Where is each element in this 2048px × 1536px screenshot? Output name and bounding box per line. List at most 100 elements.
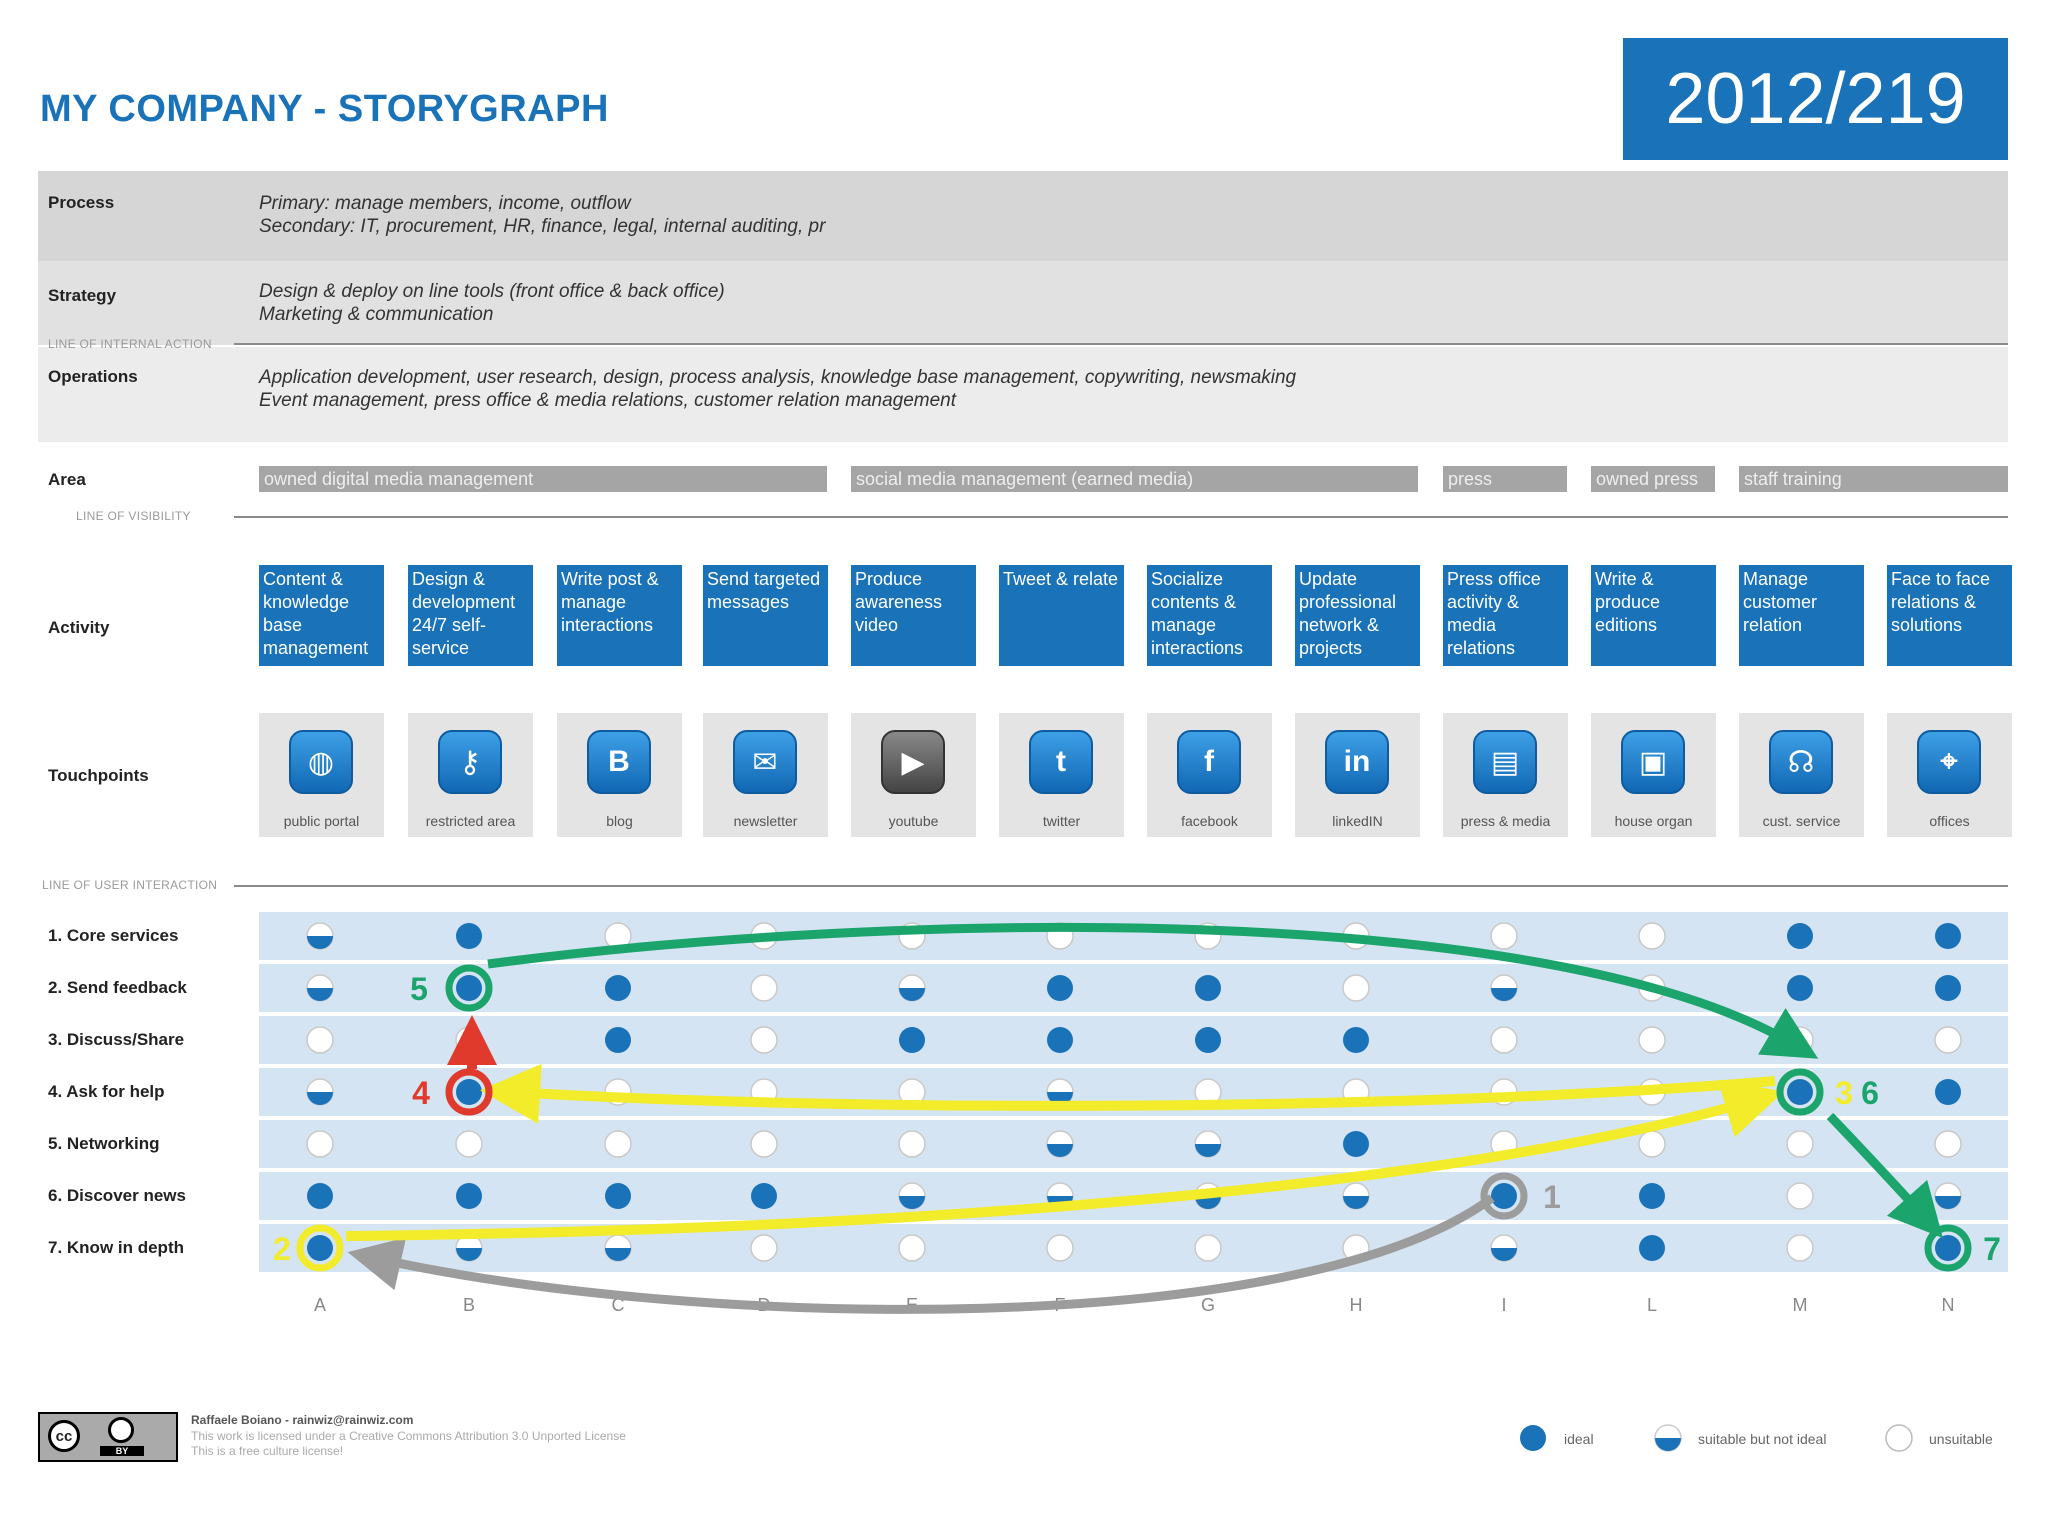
matrix-row-stripe bbox=[259, 912, 2008, 960]
touchpoint-label: twitter bbox=[1042, 813, 1081, 829]
page-title: MY COMPANY - STORYGRAPH bbox=[40, 88, 609, 130]
line-of-user-interaction bbox=[234, 885, 2008, 887]
touchpoint-card: ⌖ offices bbox=[1887, 713, 2012, 837]
user-action-label: 1. Core services bbox=[48, 926, 179, 945]
touchpoint-label: press & media bbox=[1460, 813, 1551, 829]
column-label: M bbox=[1792, 1295, 1808, 1315]
map-pin-icon: ⌖ bbox=[1917, 730, 1981, 794]
license-text[interactable]: This work is licensed under a Creative C… bbox=[191, 1429, 626, 1443]
license-note: This is a free culture license! bbox=[191, 1444, 344, 1458]
area-social-media: social media management (earned media) bbox=[851, 466, 1418, 492]
facebook-icon: f bbox=[1177, 730, 1241, 794]
area-label: Area bbox=[48, 470, 86, 489]
activity-box: Tweet & relate bbox=[999, 565, 1124, 666]
matrix-row-stripe bbox=[259, 1068, 2008, 1116]
user-action-label: 3. Discuss/Share bbox=[48, 1030, 185, 1049]
matrix-row-stripe bbox=[259, 964, 2008, 1012]
cc-license-badge[interactable]: cc BY bbox=[38, 1412, 178, 1462]
column-label: C bbox=[611, 1295, 625, 1315]
activity-box: Write & produce editions bbox=[1591, 565, 1716, 666]
column-label: L bbox=[1646, 1295, 1657, 1315]
area-press: press bbox=[1443, 466, 1567, 492]
column-label: D bbox=[757, 1295, 771, 1315]
process-primary-text: Primary: manage members, income, outflow bbox=[259, 193, 631, 214]
touchpoint-card: t twitter bbox=[999, 713, 1124, 837]
youtube-icon: ▶ bbox=[881, 730, 945, 794]
activity-box: Update professional network & projects bbox=[1295, 565, 1420, 666]
area-staff-training: staff training bbox=[1739, 466, 2008, 492]
matrix-row-stripe bbox=[259, 1172, 2008, 1220]
activity-label: Activity bbox=[48, 618, 110, 637]
activity-box: Socialize contents & manage interactions bbox=[1147, 565, 1272, 666]
strategy-text-1: Design & deploy on line tools (front off… bbox=[259, 281, 725, 302]
column-label: A bbox=[313, 1295, 326, 1315]
user-action-label: 2. Send feedback bbox=[48, 978, 187, 997]
operations-text-2: Event management, press office & media r… bbox=[259, 390, 957, 411]
strategy-text-2: Marketing & communication bbox=[259, 304, 494, 325]
legend-ideal-label: ideal bbox=[1564, 1431, 1594, 1447]
activity-box: Manage customer relation bbox=[1739, 565, 1864, 666]
legend-unsuitable-label: unsuitable bbox=[1929, 1431, 1993, 1447]
process-secondary-text: Secondary: IT, procurement, HR, finance,… bbox=[259, 216, 826, 237]
activity-box: Press office activity & media relations bbox=[1443, 565, 1568, 666]
process-band bbox=[38, 171, 2008, 261]
touchpoint-card: in linkedIN bbox=[1295, 713, 1420, 837]
touchpoint-card: B blog bbox=[557, 713, 682, 837]
activity-box: Send targeted messages bbox=[703, 565, 828, 666]
touchpoint-card: ▤ press & media bbox=[1443, 713, 1568, 837]
user-action-label: 4. Ask for help bbox=[48, 1082, 165, 1101]
touchpoint-label: offices bbox=[1929, 813, 1970, 829]
line-of-visibility bbox=[234, 516, 2008, 518]
legend-suitable-dot bbox=[1654, 1424, 1682, 1452]
user-action-label: 5. Networking bbox=[48, 1134, 160, 1153]
strategy-label: Strategy bbox=[48, 286, 117, 305]
line-of-user-interaction-label: LINE OF USER INTERACTION bbox=[42, 878, 218, 892]
touchpoint-label: house organ bbox=[1614, 813, 1693, 829]
column-label: B bbox=[462, 1295, 475, 1315]
operations-band bbox=[38, 347, 2008, 442]
legend-ideal-dot bbox=[1520, 1425, 1546, 1451]
line-of-internal-action bbox=[234, 343, 2008, 345]
blogger-icon: B bbox=[587, 730, 651, 794]
touchpoint-label: restricted area bbox=[425, 813, 516, 829]
author-credit: Raffaele Boiano - rainwiz@rainwiz.com bbox=[191, 1413, 414, 1427]
touchpoint-card: f facebook bbox=[1147, 713, 1272, 837]
legend-unsuitable-dot bbox=[1885, 1424, 1913, 1452]
touchpoint-label: cust. service bbox=[1762, 813, 1841, 829]
touchpoint-card: ▣ house organ bbox=[1591, 713, 1716, 837]
key-icon: ⚷ bbox=[438, 730, 502, 794]
envelope-icon: ✉ bbox=[733, 730, 797, 794]
slide-number-badge: 2012/219 bbox=[1623, 38, 2008, 160]
attribution-person-icon bbox=[108, 1417, 134, 1443]
column-label: N bbox=[1941, 1295, 1955, 1315]
operations-text-1: Application development, user research, … bbox=[259, 367, 1297, 388]
touchpoint-card: ⚷ restricted area bbox=[408, 713, 533, 837]
strategy-band bbox=[38, 261, 2008, 345]
touchpoint-label: public portal bbox=[283, 813, 360, 829]
matrix-row-stripe bbox=[259, 1120, 2008, 1168]
column-label: F bbox=[1054, 1295, 1066, 1315]
area-owned-press: owned press bbox=[1591, 466, 1715, 492]
user-action-label: 6. Discover news bbox=[48, 1186, 186, 1205]
headset-icon: ☊ bbox=[1769, 730, 1833, 794]
touchpoint-label: newsletter bbox=[733, 813, 798, 829]
touchpoint-label: blog bbox=[606, 813, 633, 829]
touchpoint-label: linkedIN bbox=[1332, 813, 1383, 829]
newspaper-icon: ▤ bbox=[1473, 730, 1537, 794]
user-action-label: 7. Know in depth bbox=[48, 1238, 184, 1257]
column-label: H bbox=[1349, 1295, 1363, 1315]
touchpoints-label: Touchpoints bbox=[48, 766, 149, 785]
by-label: BY bbox=[100, 1446, 144, 1456]
touchpoint-card: ✉ newsletter bbox=[703, 713, 828, 837]
matrix-row-stripe bbox=[259, 1224, 2008, 1272]
process-label: Process bbox=[48, 193, 115, 212]
linkedin-icon: in bbox=[1325, 730, 1389, 794]
activity-box: Face to face relations & solutions bbox=[1887, 565, 2012, 666]
touchpoint-card: ▶ youtube bbox=[851, 713, 976, 837]
activity-box: Produce awareness video bbox=[851, 565, 976, 666]
area-owned-digital-media: owned digital media management bbox=[259, 466, 827, 492]
activity-box: Write post & manage interactions bbox=[557, 565, 682, 666]
touchpoint-card: ☊ cust. service bbox=[1739, 713, 1864, 837]
touchpoint-label: facebook bbox=[1181, 813, 1238, 829]
activity-box: Content & knowledge base management bbox=[259, 565, 384, 666]
